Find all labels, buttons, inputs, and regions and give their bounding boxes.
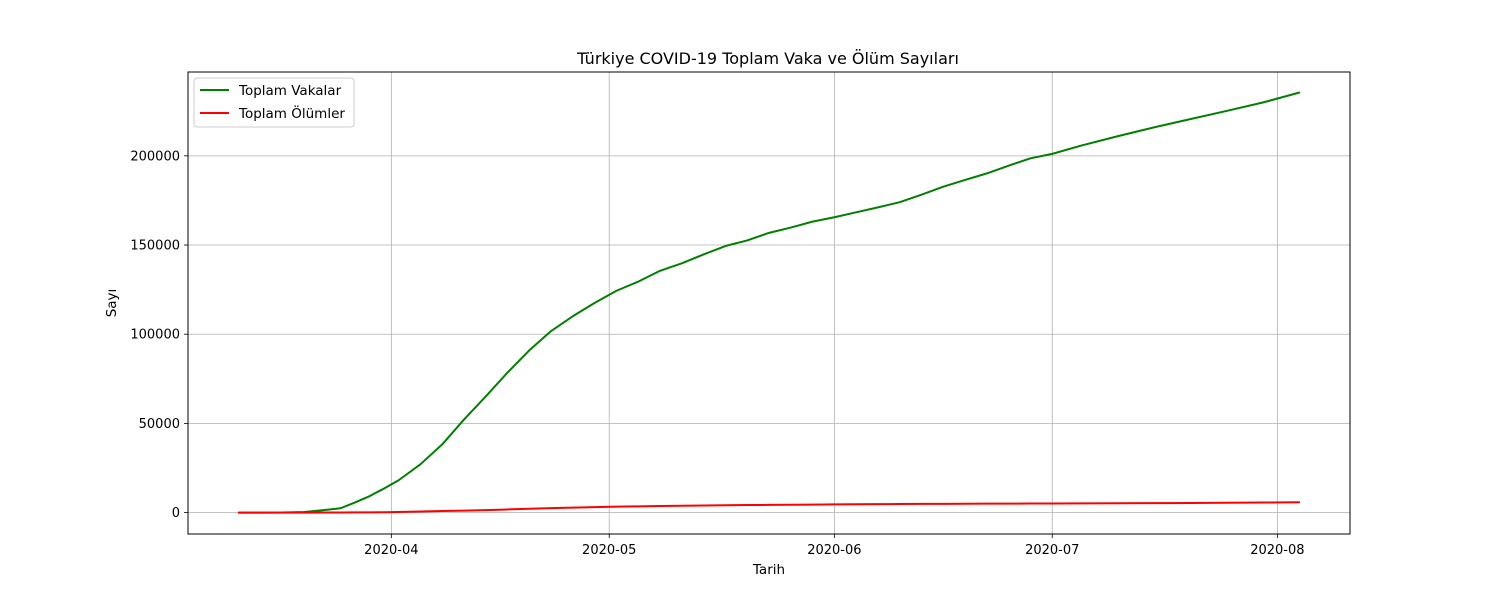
legend-box	[193, 77, 355, 128]
x-axis-title: Tarih	[752, 562, 785, 578]
legend: Toplam Vakalar Toplam Ölümler	[193, 77, 355, 128]
x-tick-label: 2020-06	[807, 543, 861, 558]
series-line-toplam-olumler	[237, 501, 1301, 514]
y-gridlines	[188, 155, 1350, 513]
chart-title: Türkiye COVID-19 Toplam Vaka ve Ölüm Say…	[576, 49, 959, 68]
y-tick-label: 200000	[130, 149, 180, 164]
y-axis-title: Sayı	[104, 289, 120, 318]
series-layer	[237, 91, 1301, 514]
legend-label-olumler: Toplam Ölümler	[238, 104, 345, 122]
y-axis: 0 50000 100000 150000 200000	[130, 149, 188, 521]
legend-label-vakalar: Toplam Vakalar	[238, 83, 342, 99]
x-gridlines	[390, 72, 1278, 534]
x-tick-label: 2020-04	[364, 543, 418, 558]
x-tick-label: 2020-07	[1025, 543, 1079, 558]
series-line-toplam-vakalar	[237, 91, 1301, 514]
y-tick-label: 0	[172, 506, 180, 521]
x-axis: 2020-04 2020-05 2020-06 2020-07 2020-08	[364, 534, 1305, 558]
y-tick-label: 100000	[130, 328, 180, 343]
plot-area-frame	[187, 71, 1351, 535]
x-tick-label: 2020-05	[582, 543, 636, 558]
y-tick-label: 50000	[139, 417, 180, 432]
x-tick-label: 2020-08	[1250, 543, 1304, 558]
y-tick-label: 150000	[130, 239, 180, 254]
